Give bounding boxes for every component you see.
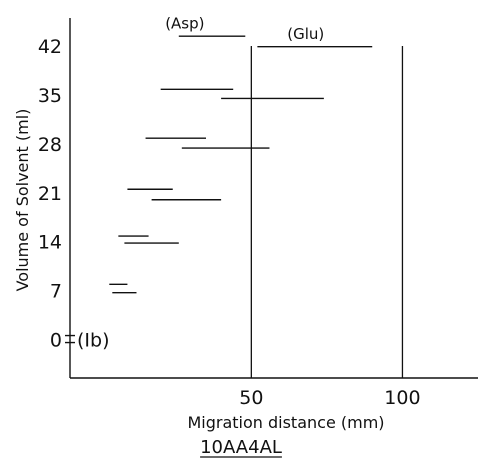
x-axis-title: Migration distance (mm) — [187, 413, 384, 432]
axes — [69, 18, 478, 379]
data-segments — [109, 35, 373, 294]
y-tick-label: 28 — [38, 134, 62, 156]
annotations: (Ib) (Asp) (Glu) — [65, 14, 324, 352]
figure-caption: 10AA4AL — [200, 437, 282, 458]
y-tick-label: 21 — [38, 183, 62, 205]
y-tick-label: 7 — [50, 281, 62, 303]
y-tick-label: 35 — [38, 85, 62, 107]
annotation-label: (Glu) — [287, 25, 324, 43]
reference-lines — [250, 45, 404, 378]
y-axis-title: Volume of Solvent (ml) — [13, 109, 32, 292]
x-tick-label: 100 — [384, 387, 420, 409]
annotation-label: (Asp) — [165, 14, 204, 32]
y-tick-label: 0 — [50, 330, 62, 352]
y-tick-label: 14 — [38, 232, 62, 254]
x-tick-label: 50 — [239, 387, 263, 409]
y-tick-label: 42 — [38, 36, 62, 58]
tick-labels: 0 7 14 21 28 35 42 50 100 — [38, 36, 421, 409]
marker-label: (Ib) — [77, 330, 110, 352]
